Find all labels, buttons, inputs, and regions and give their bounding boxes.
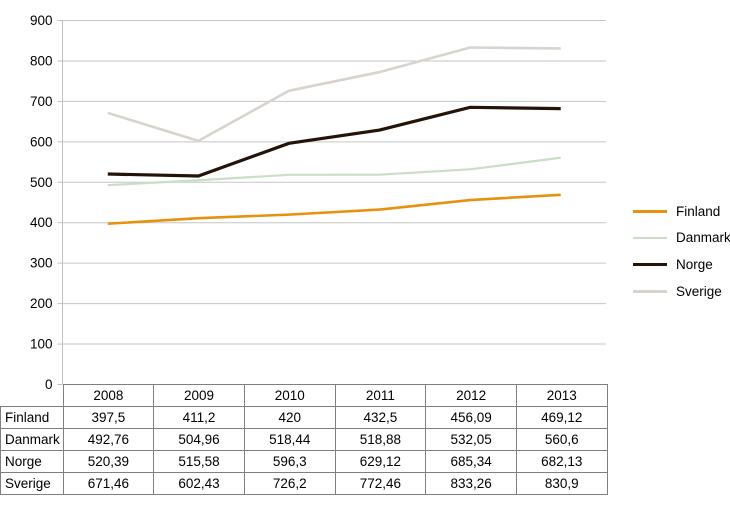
table-cell-value: 830,9 xyxy=(515,472,608,495)
series-line-finland xyxy=(107,193,561,226)
table-row-label: Finland xyxy=(0,406,64,429)
series-line-norge xyxy=(107,105,561,178)
y-axis-tick-label: 600 xyxy=(30,134,53,149)
y-axis-tick-label: 300 xyxy=(30,256,53,271)
table-cell-value: 682,13 xyxy=(515,450,608,473)
y-axis-tick-label: 100 xyxy=(30,337,53,352)
legend-line-swatch xyxy=(633,262,667,267)
series-line-sverige xyxy=(107,46,561,143)
table-cell-year: 2010 xyxy=(243,384,336,407)
y-axis-tick-label: 400 xyxy=(30,215,53,230)
table-cell-year: 2009 xyxy=(153,384,245,407)
table-corner-cell xyxy=(1,385,64,407)
table-row: Norge 520,39 515,58 596,3 629,12 685,34 682,13 xyxy=(0,450,608,473)
chart-data-table: 2008 2009 2010 2011 2012 2013 Finland 397,5 411,… xyxy=(0,384,608,495)
table-cell-value: 596,3 xyxy=(243,450,336,473)
legend-item-finland: Finland xyxy=(633,203,730,219)
legend-label: Finland xyxy=(676,203,721,219)
table-cell-value: 602,43 xyxy=(153,472,245,495)
y-axis-tick-label: 500 xyxy=(30,175,53,190)
table-cell-value: 726,2 xyxy=(243,472,336,495)
table-cell-value: 671,46 xyxy=(62,472,155,495)
table-cell-value: 629,12 xyxy=(334,450,427,473)
legend-label: Norge xyxy=(676,257,713,273)
series-line-danmark xyxy=(107,156,561,187)
y-axis-tick-label: 0 xyxy=(45,377,53,392)
table-cell-value: 515,58 xyxy=(153,450,245,473)
table-row-label: Danmark xyxy=(0,428,64,451)
legend-label: Sverige xyxy=(676,283,722,299)
table-row: Danmark 492,76 504,96 518,44 518,88 532,05 560… xyxy=(0,428,608,451)
table-cell-year: 2008 xyxy=(62,384,155,407)
line-chart: 0 100 200 300 400 500 600 700 800 900 xyxy=(30,13,606,392)
legend-item-norge: Norge xyxy=(633,257,730,273)
table-cell-value: 469,12 xyxy=(515,406,608,429)
legend-line-swatch xyxy=(633,236,667,239)
table-cell-value: 520,39 xyxy=(62,450,155,473)
table-row-label: Sverige xyxy=(0,472,64,495)
y-axis-tick-label: 200 xyxy=(30,296,53,311)
table-cell-value: 833,26 xyxy=(425,472,517,495)
table-cell-value: 420 xyxy=(243,406,336,429)
legend-item-sverige: Sverige xyxy=(633,283,730,299)
table-row: Sverige 671,46 602,43 726,2 772,46 833,26 830,… xyxy=(0,472,608,495)
legend-item-danmark: Danmark xyxy=(633,230,730,246)
legend-line-swatch xyxy=(633,290,667,293)
table-cell-value: 456,09 xyxy=(425,406,517,429)
table-cell-value: 432,5 xyxy=(334,406,427,429)
table-cell-value: 532,05 xyxy=(425,428,517,451)
table-cell-value: 560,6 xyxy=(515,428,608,451)
table-cell-value: 492,76 xyxy=(62,428,155,451)
table-cell-year: 2013 xyxy=(515,384,608,407)
table-cell-value: 518,44 xyxy=(243,428,336,451)
table-cell-value: 772,46 xyxy=(334,472,427,495)
legend-line-swatch xyxy=(633,209,667,213)
table-row-label: Norge xyxy=(0,450,64,473)
table-row: Finland 397,5 411,2 420 432,5 456,09 469,12 xyxy=(0,406,608,429)
y-axis-tick-label: 800 xyxy=(30,53,53,68)
table-cell-year: 2012 xyxy=(425,384,517,407)
table-cell-value: 397,5 xyxy=(62,406,155,429)
chart-legend: Finland Danmark Norge Sverige xyxy=(633,204,730,311)
y-axis-tick-label: 900 xyxy=(30,13,53,28)
table-cell-value: 518,88 xyxy=(334,428,427,451)
table-cell-value: 504,96 xyxy=(153,428,245,451)
table-cell-year: 2011 xyxy=(334,384,427,407)
table-cell-value: 685,34 xyxy=(425,450,517,473)
y-axis-tick-label: 700 xyxy=(30,94,53,109)
legend-label: Danmark xyxy=(676,230,730,246)
table-cell-value: 411,2 xyxy=(153,406,245,429)
table-header-row: 2008 2009 2010 2011 2012 2013 xyxy=(1,384,608,407)
